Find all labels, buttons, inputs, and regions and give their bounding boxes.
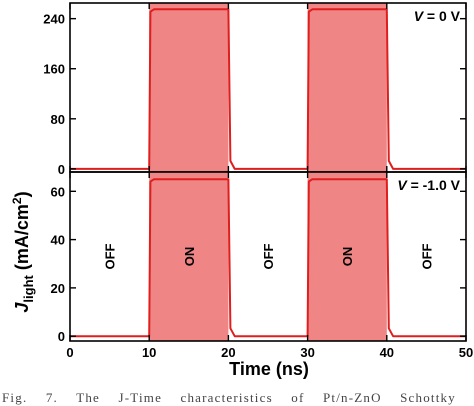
y-tick-label-0-80: 80: [51, 112, 65, 127]
x-tick-label-2: 20: [221, 345, 235, 360]
state-label-2: OFF: [261, 243, 276, 269]
y-tick-label-0-160: 160: [43, 62, 65, 77]
y-axis-label-subscript: light: [21, 274, 36, 302]
voltage-value: = 0 V: [423, 8, 461, 24]
x-tick-label-1: 10: [142, 345, 156, 360]
y-tick-label-1-40: 40: [51, 233, 65, 248]
y-axis-label-close: ): [12, 191, 32, 197]
y-axis-label-units: (mA/cm: [12, 204, 32, 275]
voltage-annotation-0: V = 0 V: [414, 8, 461, 24]
voltage-symbol: V: [397, 177, 408, 193]
y-axis-label-superscript: 2: [10, 197, 24, 204]
voltage-symbol: V: [414, 8, 425, 24]
state-label-4: OFF: [419, 243, 434, 269]
y-tick-label-1-60: 60: [51, 184, 65, 199]
y-tick-label-0-0: 0: [58, 162, 65, 177]
figure-caption: Fig. 7. The J-Time characteristics of Pt…: [2, 390, 456, 405]
photocurrent-line-1: [70, 178, 466, 338]
panel-frame-1: [69, 171, 467, 342]
x-tick-label-5: 50: [459, 345, 473, 360]
voltage-annotation-1: V = -1.0 V: [397, 177, 460, 193]
y-axis-label: Jlight (mA/cm2): [10, 191, 36, 312]
x-tick-label-0: 0: [66, 345, 73, 360]
photocurrent-line-0: [70, 8, 466, 170]
state-label-0: OFF: [103, 243, 118, 269]
y-tick-label-1-20: 20: [51, 281, 65, 296]
panel-frame-0: [69, 2, 467, 173]
on-region-0-0: [149, 3, 229, 172]
x-tick-label-4: 40: [380, 345, 394, 360]
on-region-0-1: [307, 3, 387, 172]
on-region-1-0: [149, 172, 229, 341]
x-tick-label-3: 30: [300, 345, 314, 360]
state-label-1: ON: [182, 247, 197, 267]
on-region-1-1: [307, 172, 387, 341]
y-tick-label-1-0: 0: [58, 329, 65, 344]
y-tick-label-0-240: 240: [43, 12, 65, 27]
chart-panels: 0 80 160 240 V = 0 V 0 20 40 60 V = -1.0 V OFF ON OF…: [43, 2, 473, 360]
y-axis-label-symbol: J: [12, 302, 32, 313]
state-label-3: ON: [340, 247, 355, 267]
voltage-value: = -1.0 V: [407, 177, 461, 193]
x-axis-label: Time (ns): [229, 359, 309, 379]
